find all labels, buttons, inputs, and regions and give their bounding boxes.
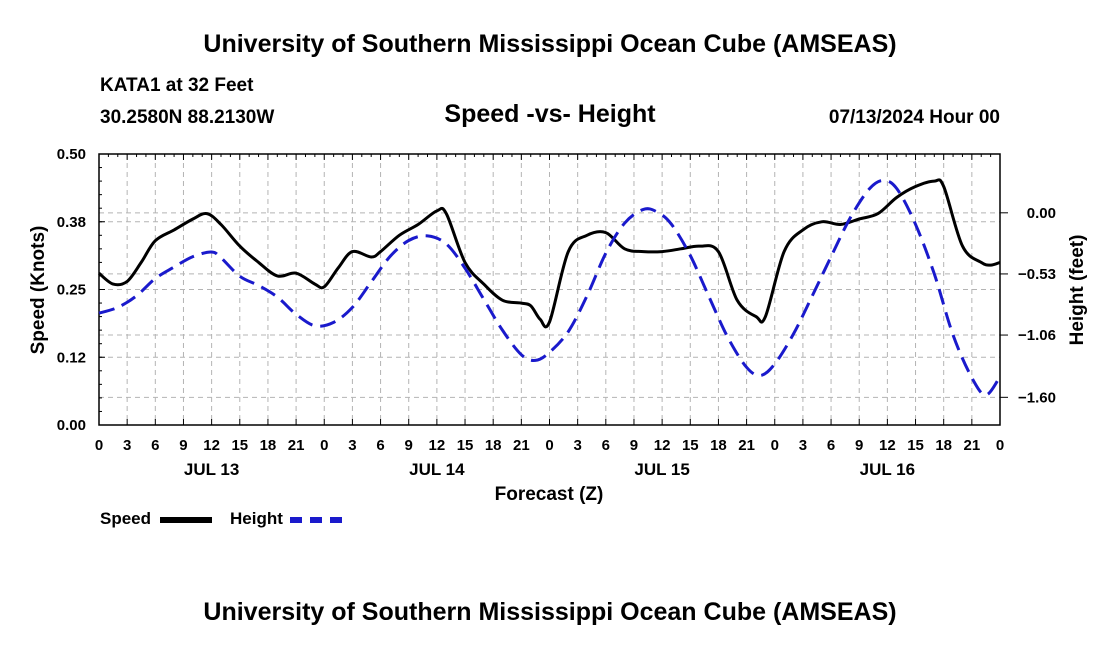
- x-tick-label: 15: [231, 437, 248, 454]
- legend-speed-swatch: [160, 517, 212, 523]
- x-tick-label: 15: [457, 437, 474, 454]
- series-line-speed: [98, 178, 1001, 329]
- date-label: JUL 13: [184, 460, 239, 479]
- x-tick-label: 3: [123, 437, 131, 454]
- x-tick-label: 0: [95, 437, 103, 454]
- x-tick-label: 0: [545, 437, 553, 454]
- coordinates-label: 30.2580N 88.2130W: [100, 107, 275, 128]
- y-left-tick-label: 0.12: [57, 349, 86, 366]
- x-tick-label: 15: [907, 437, 924, 454]
- x-tick-label: 12: [203, 437, 220, 454]
- x-tick-label: 0: [996, 437, 1004, 454]
- series-line-height: [98, 178, 1002, 397]
- axis-ticks: 0 3 6 9 12 15 18 21 0 3 6 9 12 15 18 21 0 3 6 9 12 15 18 21 0 3 6 9…: [57, 146, 1056, 479]
- x-tick-label: 3: [799, 437, 807, 454]
- forecast-datetime: 07/13/2024 Hour 00: [828, 107, 1000, 128]
- y-left-tick-label: 0.00: [57, 417, 86, 434]
- x-tick-label: 12: [429, 437, 446, 454]
- x-tick-label: 6: [602, 437, 610, 454]
- chart-series: [98, 178, 1002, 397]
- x-tick-label: 18: [710, 437, 727, 454]
- x-tick-label: 21: [513, 437, 530, 454]
- y-axis-right-label: Height (feet): [1067, 235, 1088, 346]
- x-tick-label: 9: [855, 437, 863, 454]
- y-right-tick-label: −1.06: [1018, 327, 1056, 344]
- date-label: JUL 14: [409, 460, 465, 479]
- x-tick-label: 0: [771, 437, 779, 454]
- y-left-tick-label: 0.50: [57, 146, 86, 163]
- date-label: JUL 16: [860, 460, 915, 479]
- y-right-tick-label: −0.53: [1018, 266, 1056, 283]
- x-tick-label: 3: [573, 437, 581, 454]
- x-tick-label: 9: [630, 437, 638, 454]
- x-tick-label: 15: [682, 437, 699, 454]
- station-label: KATA1 at 32 Feet: [100, 75, 254, 96]
- x-tick-label: 18: [485, 437, 502, 454]
- chart-subtitle: Speed -vs- Height: [444, 100, 656, 128]
- x-tick-label: 18: [260, 437, 277, 454]
- x-tick-label: 6: [151, 437, 159, 454]
- legend-height-label: Height: [230, 509, 283, 528]
- x-tick-label: 6: [827, 437, 835, 454]
- main-title: University of Southern Mississippi Ocean…: [203, 30, 897, 58]
- footer-title: University of Southern Mississippi Ocean…: [203, 598, 897, 626]
- x-tick-label: 18: [935, 437, 952, 454]
- x-tick-label: 3: [348, 437, 356, 454]
- legend-speed-label: Speed: [100, 509, 152, 528]
- y-left-tick-label: 0.38: [57, 214, 86, 231]
- y-left-tick-label: 0.25: [57, 282, 86, 299]
- x-tick-label: 6: [376, 437, 384, 454]
- date-label: JUL 15: [634, 460, 689, 479]
- x-tick-label: 21: [738, 437, 755, 454]
- x-tick-label: 12: [654, 437, 671, 454]
- y-axis-left-label: Speed (Knots): [28, 226, 49, 355]
- x-tick-label: 9: [405, 437, 413, 454]
- x-tick-label: 21: [288, 437, 305, 454]
- y-right-tick-label: −1.60: [1018, 389, 1056, 406]
- x-tick-label: 0: [320, 437, 328, 454]
- y-right-tick-label: 0.00: [1027, 205, 1056, 222]
- x-tick-label: 12: [879, 437, 896, 454]
- x-tick-label: 9: [179, 437, 187, 454]
- legend-height-swatch: [290, 517, 342, 523]
- chart-grid: [99, 154, 1000, 425]
- x-tick-label: 21: [964, 437, 981, 454]
- x-axis-label: Forecast (Z): [495, 484, 604, 505]
